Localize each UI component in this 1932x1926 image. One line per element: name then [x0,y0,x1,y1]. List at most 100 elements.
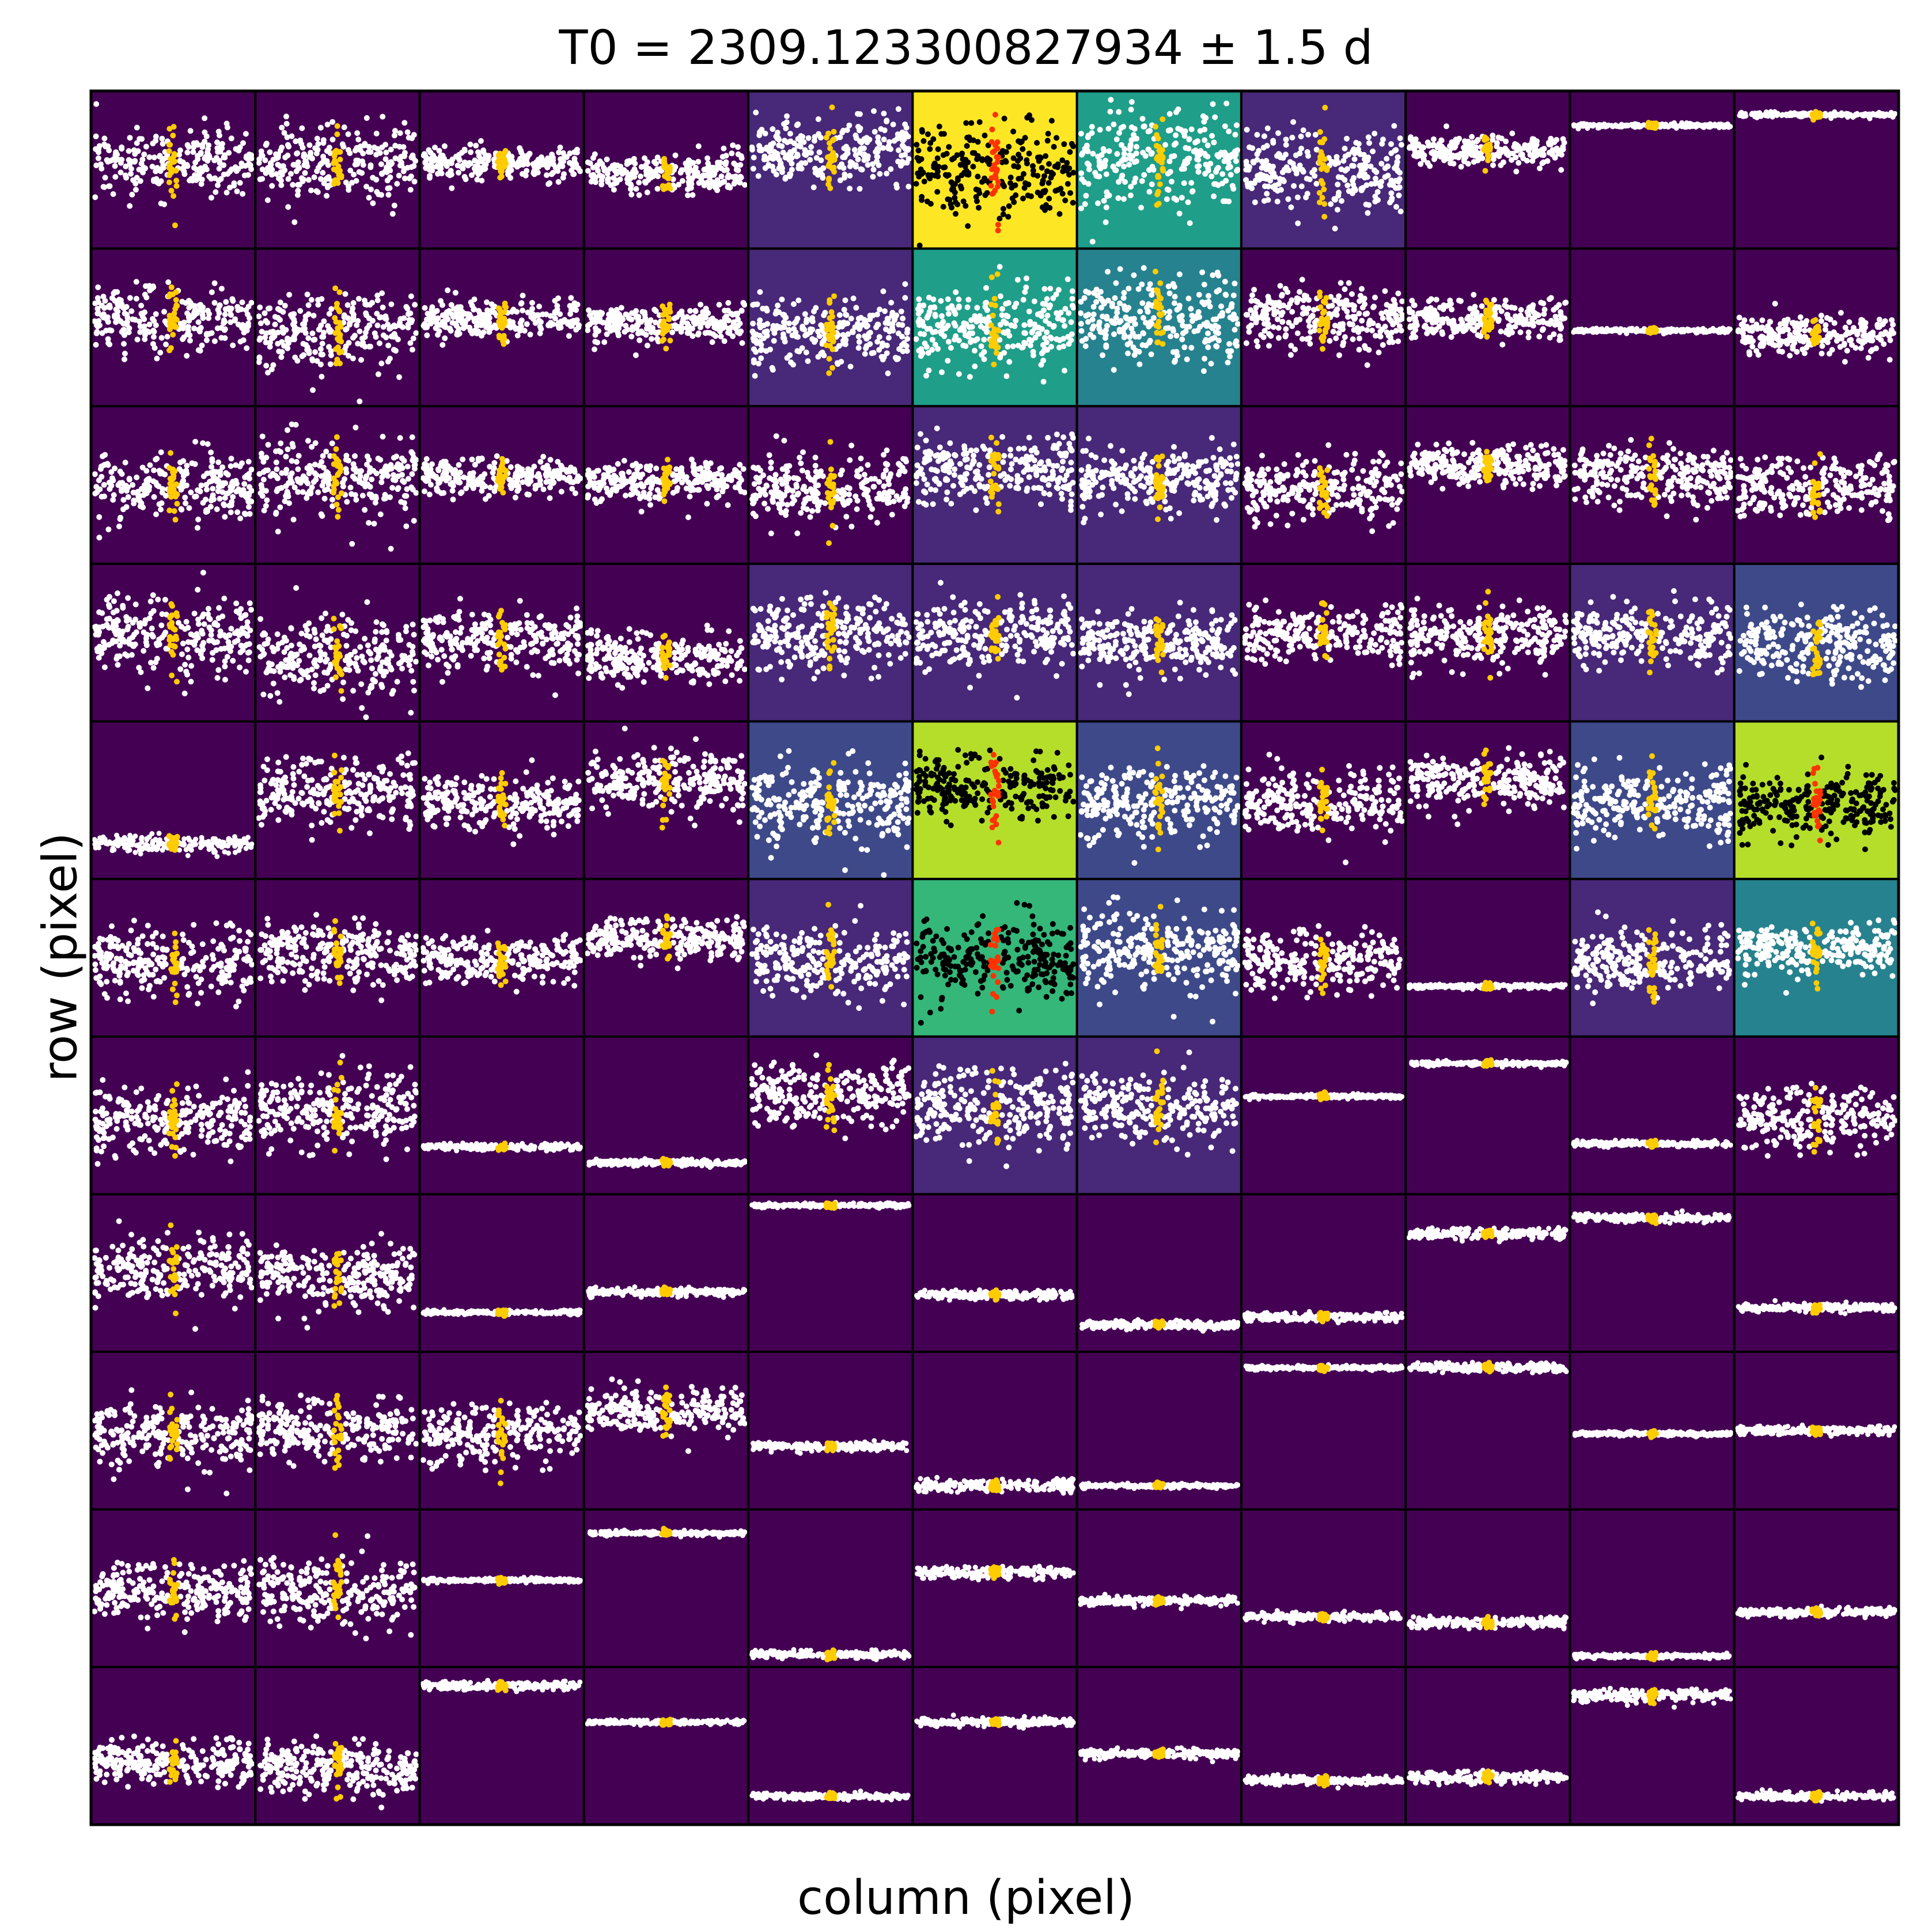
light-curve-point [1132,333,1139,340]
light-curve-point [165,279,172,285]
light-curve-point [223,299,229,305]
light-curve-point [1396,184,1403,191]
light-curve-point [319,296,325,302]
light-curve-point [1444,123,1449,130]
light-curve-point [128,166,134,172]
light-curve-point [484,299,490,305]
light-curve-point [1472,146,1478,153]
light-curve-point [391,347,397,353]
light-curve-point [1205,344,1211,350]
light-curve-point [790,301,797,307]
light-curve-point [364,325,370,332]
light-curve-point [294,192,301,198]
light-curve-point [1265,197,1271,203]
light-curve-point [898,308,904,314]
light-curve-point [633,186,639,192]
light-curve-point [997,293,1003,299]
in-transit-point [166,126,173,132]
light-curve-point [1085,319,1091,325]
light-curve-points [92,101,255,209]
in-transit-point [989,126,995,132]
light-curve-point [157,350,164,356]
light-curve-point [739,340,745,346]
light-curve-point [1003,149,1009,155]
light-curve-point [376,340,382,346]
light-curve-point [1453,137,1459,143]
in-transit-point [991,361,997,367]
light-curve-point [1135,286,1142,292]
light-curve-point [1116,109,1122,115]
light-curve-point [385,160,392,166]
light-curve-point [1085,132,1092,139]
light-curve-point [1339,198,1344,204]
light-curve-point [134,336,141,343]
light-curve-point [872,128,878,135]
in-transit-point [1482,168,1488,174]
light-curve-point [923,373,929,379]
light-curve-point [1040,378,1047,385]
light-curve-point [857,111,863,117]
light-curve-point [771,338,777,344]
light-curve-point [237,180,243,186]
light-curve-point [215,182,221,188]
light-curve-point [932,312,938,318]
light-curve-point [1058,309,1064,316]
light-curve-point [957,183,964,189]
light-curve-point [138,310,145,317]
light-curve-point [384,177,391,184]
light-curve-point [862,351,868,357]
light-curve-point [1006,332,1013,339]
light-curve-point [387,185,393,191]
light-curve-point [1171,300,1177,306]
light-curve-point [256,355,263,362]
in-transit-point [1153,123,1158,130]
light-curve-point [369,299,376,306]
light-curve-point [147,283,153,290]
in-transit-point [1322,104,1328,111]
light-curve-point [847,363,854,370]
light-curve-point [1274,198,1281,204]
light-curve-point [704,321,711,328]
chart-title: T0 = 2309.123300827934 ± 1.5 d [0,21,1932,75]
light-curve-point [452,290,459,296]
light-curve-point [363,310,369,316]
light-curve-point [308,187,314,194]
light-curve-point [881,111,887,117]
light-curve-point [607,165,613,172]
light-curve-point [405,324,411,331]
light-curve-point [518,323,524,329]
light-curve-point [105,319,111,325]
light-curve-point [1311,167,1317,173]
light-curve-point [141,165,147,172]
light-curve-point [939,321,945,327]
light-curve-point [1003,312,1009,319]
light-curve-point [1244,127,1250,133]
light-curve-point [346,321,353,328]
light-curve-point [759,127,765,133]
light-curve-point [1359,286,1365,292]
light-curve-point [568,295,574,301]
light-curve-point [861,157,867,164]
light-curve-point [1184,356,1190,362]
light-curve-point [1189,188,1196,194]
light-curve-point [779,296,785,302]
light-curve-point [472,316,479,322]
light-curve-point [757,347,764,354]
light-curve-point [1147,321,1154,328]
in-transit-point [660,331,666,337]
light-curve-point [1397,135,1403,142]
light-curve-point [1338,280,1344,286]
light-curve-point [1176,210,1183,217]
light-curve-point [802,311,808,317]
in-transit-point [1160,156,1166,162]
light-curve-point [199,168,205,175]
light-curve-point [347,168,354,174]
light-curve-point [855,333,862,340]
in-transit-point [338,173,344,179]
light-curve-point [1263,173,1270,180]
light-curve-point [623,323,629,329]
light-curve-point [963,120,969,126]
light-curve-point [438,298,444,304]
light-curve-point [1172,359,1177,365]
light-curve-point [400,324,406,330]
